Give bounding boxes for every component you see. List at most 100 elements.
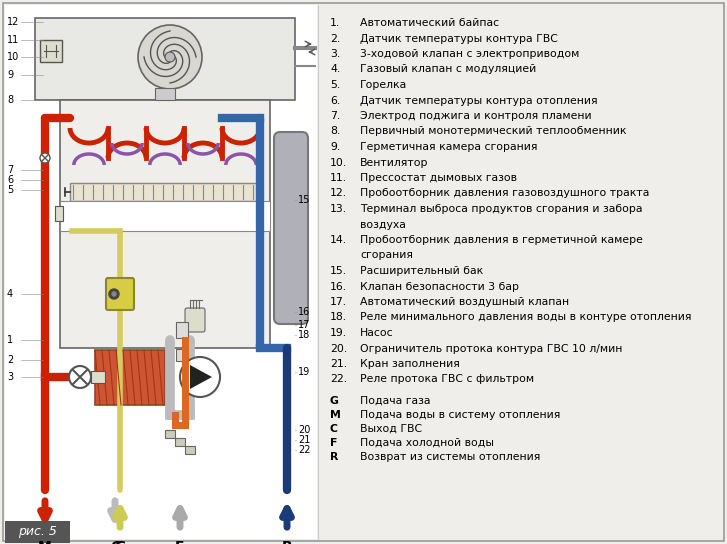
Text: Кран заполнения: Кран заполнения	[360, 359, 460, 369]
Text: 17: 17	[298, 320, 310, 330]
Text: 1.: 1.	[330, 18, 340, 28]
FancyBboxPatch shape	[106, 278, 134, 310]
Bar	[175, 438, 185, 446]
Circle shape	[69, 366, 91, 388]
Text: 11.: 11.	[330, 173, 347, 183]
Bar	[35, 18, 295, 100]
Text: 18: 18	[298, 330, 310, 340]
Text: Прессостат дымовых газов: Прессостат дымовых газов	[360, 173, 517, 183]
Text: 7: 7	[7, 165, 13, 175]
Bar	[185, 446, 195, 454]
Text: R: R	[330, 452, 338, 462]
Text: Расширительный бак: Расширительный бак	[360, 266, 483, 276]
Text: Пробоотборник давления в герметичной камере: Пробоотборник давления в герметичной кам…	[360, 235, 643, 245]
Text: Вентилятор: Вентилятор	[360, 158, 428, 168]
Text: M: M	[38, 540, 52, 544]
Text: Датчик температуры контура отопления: Датчик температуры контура отопления	[360, 96, 598, 106]
Text: 19.: 19.	[330, 328, 347, 338]
Text: 2: 2	[7, 355, 13, 365]
Text: 18.: 18.	[330, 312, 347, 323]
Text: 16.: 16.	[330, 281, 347, 292]
Text: 9.: 9.	[330, 142, 340, 152]
FancyBboxPatch shape	[274, 132, 308, 324]
Bar	[155, 88, 175, 100]
Text: Электрод поджига и контроля пламени: Электрод поджига и контроля пламени	[360, 111, 592, 121]
Text: Терминал выброса продуктов сгорания и забора: Терминал выброса продуктов сгорания и за…	[360, 204, 643, 214]
Bar	[91, 371, 105, 383]
Text: 21.: 21.	[330, 359, 347, 369]
Text: 2.: 2.	[330, 34, 340, 44]
Bar	[40, 40, 62, 62]
Text: 8: 8	[7, 95, 13, 105]
Bar	[165, 430, 175, 438]
Circle shape	[40, 153, 50, 163]
Text: 9: 9	[7, 70, 13, 80]
Circle shape	[180, 357, 220, 397]
Text: Реле минимального давления воды в контуре отопления: Реле минимального давления воды в контур…	[360, 312, 691, 323]
Text: 8.: 8.	[330, 127, 340, 137]
Text: 3-ходовой клапан с электроприводом: 3-ходовой клапан с электроприводом	[360, 49, 579, 59]
Text: 15.: 15.	[330, 266, 347, 276]
Text: 12: 12	[7, 17, 20, 27]
Text: Первичный монотермический теплообменник: Первичный монотермический теплообменник	[360, 127, 627, 137]
Text: 14.: 14.	[330, 235, 347, 245]
Text: Выход ГВС: Выход ГВС	[360, 424, 422, 434]
Bar	[5, 5, 317, 539]
Bar	[55, 206, 63, 221]
Bar	[5, 521, 70, 543]
Text: 11: 11	[7, 35, 19, 45]
Text: 7.: 7.	[330, 111, 340, 121]
Text: 4.: 4.	[330, 65, 340, 75]
Text: Автоматический воздушный клапан: Автоматический воздушный клапан	[360, 297, 569, 307]
Text: F: F	[175, 540, 185, 544]
Text: C: C	[110, 540, 120, 544]
Text: Подача холодной воды: Подача холодной воды	[360, 438, 494, 448]
Text: Ограничитель протока контура ГВС 10 л/мин: Ограничитель протока контура ГВС 10 л/ми…	[360, 343, 622, 354]
Text: 17.: 17.	[330, 297, 347, 307]
Text: M: M	[330, 410, 341, 420]
Text: R: R	[281, 540, 292, 544]
Text: Датчик температуры контура ГВС: Датчик температуры контура ГВС	[360, 34, 558, 44]
Text: 22: 22	[298, 445, 310, 455]
Text: 1: 1	[7, 335, 13, 345]
Text: 20: 20	[298, 425, 310, 435]
Text: 20.: 20.	[330, 343, 348, 354]
Text: 5: 5	[7, 185, 13, 195]
Circle shape	[109, 289, 119, 299]
Text: 6.: 6.	[330, 96, 340, 106]
Text: Автоматический байпас: Автоматический байпас	[360, 18, 499, 28]
Bar	[60, 100, 270, 348]
Text: Клапан безопасности 3 бар: Клапан безопасности 3 бар	[360, 281, 519, 292]
Text: Реле протока ГВС с фильтром: Реле протока ГВС с фильтром	[360, 374, 534, 385]
Text: Пробоотборник давления газовоздушного тракта: Пробоотборник давления газовоздушного тр…	[360, 189, 649, 199]
Circle shape	[112, 292, 116, 296]
Text: C: C	[330, 424, 338, 434]
FancyBboxPatch shape	[185, 308, 205, 332]
Text: 6: 6	[7, 175, 13, 185]
Bar	[95, 350, 165, 405]
Circle shape	[165, 52, 175, 62]
Text: сгорания: сгорания	[360, 250, 413, 261]
Polygon shape	[190, 365, 212, 389]
Text: G: G	[114, 540, 126, 544]
Text: 3.: 3.	[330, 49, 340, 59]
Text: рис. 5: рис. 5	[17, 526, 57, 539]
Text: Насос: Насос	[360, 328, 393, 338]
Bar	[176, 322, 188, 338]
Text: Газовый клапан с модуляцией: Газовый клапан с модуляцией	[360, 65, 537, 75]
Text: 15: 15	[298, 195, 310, 205]
Text: F: F	[330, 438, 337, 448]
Text: воздуха: воздуха	[360, 219, 406, 230]
Text: Возврат из системы отопления: Возврат из системы отопления	[360, 452, 540, 462]
Text: 10.: 10.	[330, 158, 348, 168]
Text: 10: 10	[7, 52, 19, 62]
Text: 22.: 22.	[330, 374, 347, 385]
Text: 13.: 13.	[330, 204, 347, 214]
Circle shape	[138, 25, 202, 89]
Text: Подача воды в систему отопления: Подача воды в систему отопления	[360, 410, 561, 420]
Text: 19: 19	[298, 367, 310, 377]
Text: Подача газа: Подача газа	[360, 396, 430, 406]
Bar	[60, 201, 270, 231]
Bar	[176, 349, 188, 361]
Bar	[70, 183, 260, 201]
